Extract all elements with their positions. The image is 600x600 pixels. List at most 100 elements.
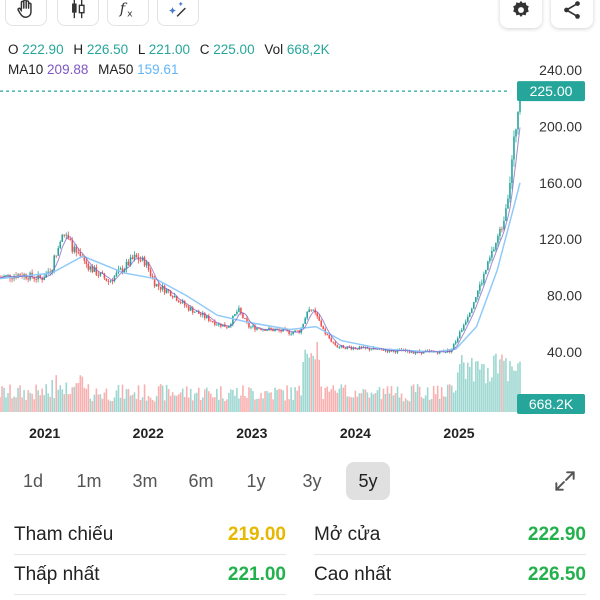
candle-body [288,330,290,334]
ma10-line [0,127,521,354]
candle-body [103,273,106,279]
timeframe-1d[interactable]: 1d [22,471,44,491]
volume-bar [21,397,23,412]
open-stat-label: Mở cửa [314,524,381,545]
volume-bar [35,384,37,412]
volume-bar [298,385,300,412]
candle-body [493,249,495,252]
candle-body [125,261,128,270]
volume-bar [284,400,286,412]
volume-bar [165,384,168,412]
volume-bar [507,381,509,412]
volume-bar [390,386,393,412]
candlestick-button[interactable] [57,0,99,26]
candle-body [252,325,254,327]
candle-body [113,276,116,282]
volume-bar [473,381,475,412]
volume-bar [442,396,445,412]
volume-bar [308,357,310,412]
volume-bar [366,392,369,412]
timeframe-5y[interactable]: 5y [346,462,390,500]
candle-body [5,275,7,277]
candle-body [334,342,337,346]
volume-bar [392,395,395,412]
share-button[interactable] [551,0,593,28]
stat-reference: Tham chiếu 219.00 [14,516,286,555]
candle-body [336,345,339,348]
y-tick-label: 200.00 [539,118,582,134]
volume-bar [260,392,262,412]
high-label: H [73,42,84,57]
volume-bar [342,387,345,412]
volume-bar [23,390,25,412]
volume-bar [230,389,232,412]
volume-bar [147,396,150,412]
volume-bar [330,389,333,412]
volume-bar [197,387,200,412]
candle-body [246,318,248,323]
volume-bar [195,392,198,412]
candle-body [332,341,335,343]
candle-body [141,257,144,261]
candle-body [95,267,98,276]
volume-bar [81,376,84,412]
timeframe-3m[interactable]: 3m [132,471,158,491]
volume-bar [3,387,5,412]
timeframe-3y[interactable]: 3y [302,471,322,491]
volume-bar [328,391,331,412]
volume-bar [410,385,413,412]
volume-bar [179,392,182,412]
candle-body [203,313,206,318]
candle-body [242,313,244,318]
magic-button[interactable] [157,0,199,26]
candle-body [352,347,355,350]
volume-bar [15,397,17,412]
candle-body [119,268,122,270]
low-value: 221.00 [148,42,190,57]
timeframe-1m[interactable]: 1m [76,471,102,491]
timeframe-6m[interactable]: 6m [188,471,214,491]
volume-bar [141,397,144,412]
candle-body [292,331,294,334]
candle-body [479,284,481,291]
candle-body [456,338,459,342]
volume-bar [254,399,256,412]
candle-body [91,266,94,272]
candle-body [326,334,329,336]
x-tick-label: 2025 [443,425,474,441]
candle-body [294,330,296,332]
volume-bar [29,392,31,412]
candle-body [270,327,272,330]
volume-bar [89,398,92,412]
settings-button[interactable] [500,0,542,28]
volume-bar [456,372,459,412]
candle-body [149,269,152,276]
volume-bar [336,392,339,412]
volume-bar [153,401,156,412]
volume-bar [350,397,353,412]
volume-bar [256,398,258,412]
volume-bar [428,399,431,412]
reference-value: 219.00 [227,524,286,545]
candle-body [256,327,258,330]
candle-body [169,290,172,297]
hand-tool-button[interactable] [5,0,47,26]
candle-body [466,316,469,322]
volume-bar [167,389,170,412]
candle-body [201,313,204,316]
volume-bar [354,390,357,412]
volume-bar [67,394,70,412]
candle-body [306,312,308,319]
x-tick-label: 2024 [340,425,371,441]
candle-body [290,333,292,335]
volume-bar [414,392,417,412]
volume-bar [426,387,429,412]
candle-body [318,316,321,321]
candle-body [360,346,363,348]
timeframe-1y[interactable]: 1y [246,471,266,491]
expand-icon[interactable] [552,468,578,494]
volume-bar [157,386,160,412]
